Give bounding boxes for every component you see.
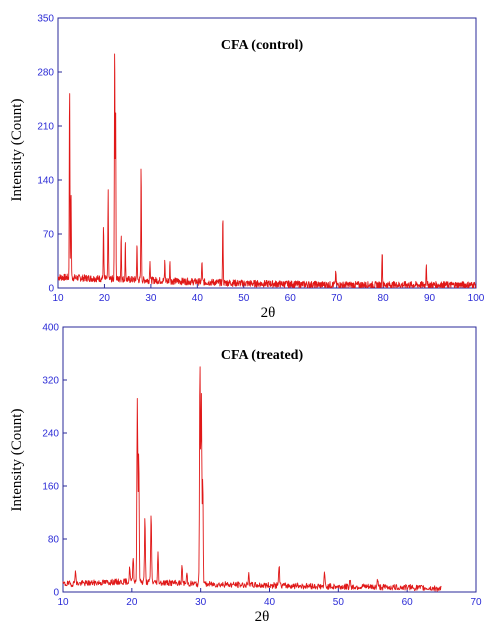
y-tick-label-control: 70 bbox=[43, 230, 55, 241]
x-tick-label-treated: 50 bbox=[333, 597, 345, 608]
x-tick-label-control: 30 bbox=[145, 293, 157, 304]
y-tick-label-treated: 240 bbox=[42, 429, 59, 440]
x-tick-label-control: 100 bbox=[468, 293, 485, 304]
x-tick-label-control: 80 bbox=[378, 293, 390, 304]
x-tick-label-control: 50 bbox=[238, 293, 250, 304]
y-tick-label-treated: 400 bbox=[42, 323, 59, 334]
y-tick-label-control: 0 bbox=[48, 284, 54, 295]
chart-title-treated: CFA (treated) bbox=[221, 348, 304, 363]
ticks-control: 10 20 30 40 50 60 70 80 90 100 0 70 140 210 280 350 bbox=[37, 14, 484, 305]
plot-frame-control bbox=[57, 17, 477, 289]
x-tick-label-treated: 70 bbox=[470, 597, 482, 608]
x-tick-label-treated: 10 bbox=[57, 597, 69, 608]
x-tick-label-control: 20 bbox=[99, 293, 111, 304]
y-tick-label-treated: 80 bbox=[48, 535, 60, 546]
y-tick-label-treated: 0 bbox=[53, 588, 59, 599]
x-tick-label-treated: 60 bbox=[402, 597, 414, 608]
chart-treated: 10 20 30 40 50 60 70 0 80 160 240 320 400 CFA (treat… bbox=[9, 323, 482, 626]
x-tick-label-treated: 40 bbox=[264, 597, 276, 608]
diffraction-trace-treated bbox=[62, 366, 442, 592]
x-tick-label-control: 70 bbox=[331, 293, 343, 304]
x-axis-label-treated: 2θ bbox=[255, 609, 270, 625]
chart-control: 10 20 30 40 50 60 70 80 90 100 0 70 140 210 280 350 CFA… bbox=[9, 14, 485, 322]
x-axis-label-control: 2θ bbox=[261, 305, 276, 321]
y-axis-label-treated: Intensity (Count) bbox=[9, 409, 25, 512]
y-axis-label-control: Intensity (Count) bbox=[9, 99, 25, 202]
x-tick-label-treated: 20 bbox=[126, 597, 138, 608]
x-tick-label-control: 60 bbox=[285, 293, 297, 304]
x-tick-label-control: 10 bbox=[52, 293, 64, 304]
x-tick-label-control: 40 bbox=[192, 293, 204, 304]
y-tick-label-control: 210 bbox=[37, 122, 54, 133]
x-tick-label-treated: 30 bbox=[195, 597, 207, 608]
x-tick-label-control: 90 bbox=[424, 293, 436, 304]
chart-title-control: CFA (control) bbox=[221, 38, 304, 53]
diffraction-trace-control bbox=[57, 53, 477, 289]
ticks-treated: 10 20 30 40 50 60 70 0 80 160 240 320 400 bbox=[42, 323, 482, 609]
y-tick-label-treated: 320 bbox=[42, 376, 59, 387]
y-tick-label-treated: 160 bbox=[42, 482, 59, 493]
plot-frame-treated bbox=[62, 326, 477, 593]
y-tick-label-control: 140 bbox=[37, 176, 54, 187]
y-tick-label-control: 350 bbox=[37, 14, 54, 25]
y-tick-label-control: 280 bbox=[37, 68, 54, 79]
